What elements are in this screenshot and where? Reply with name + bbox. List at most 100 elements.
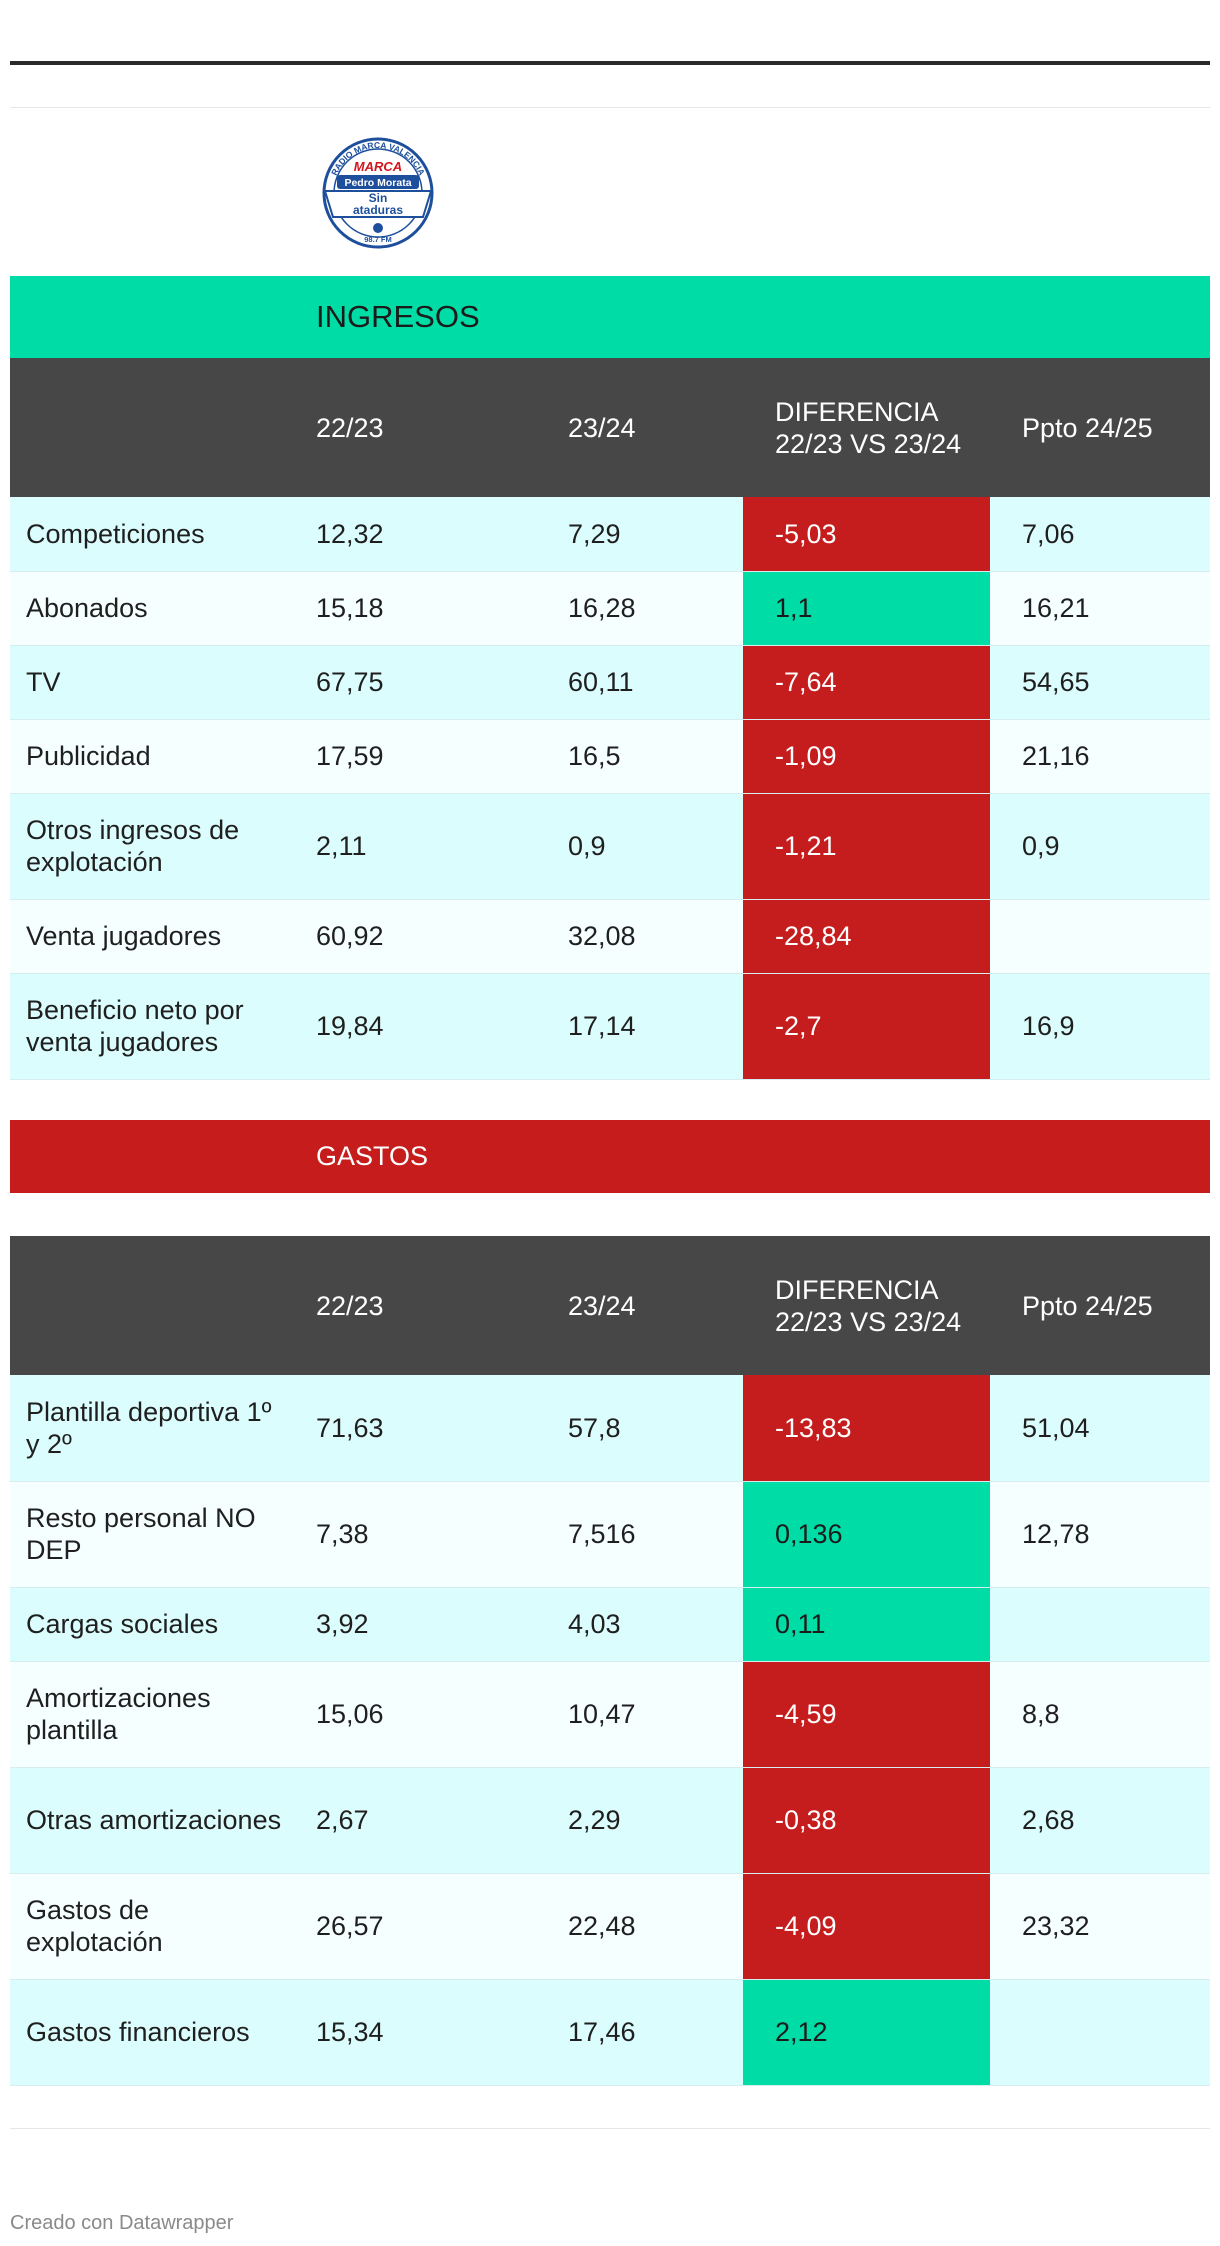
table-row: Gastos de explotación 26,57 22,48 -4,09 23,3… <box>10 1873 1210 1980</box>
gastos-title-band: GASTOS <box>10 1120 1210 1193</box>
row-label: Publicidad <box>10 719 300 794</box>
value-ppto: 16,21 <box>990 571 1210 646</box>
row-label: Otros ingresos de explotación <box>10 793 300 900</box>
datawrapper-credit: Creado con Datawrapper <box>10 2212 234 2234</box>
value-2223: 26,57 <box>300 1873 552 1980</box>
value-2324: 17,14 <box>552 973 743 1080</box>
table-row: Abonados 15,18 16,28 1,1 16,21 <box>10 571 1210 646</box>
value-2324: 7,29 <box>552 497 743 572</box>
value-ppto: 21,16 <box>990 719 1210 794</box>
value-2324: 2,29 <box>552 1767 743 1874</box>
value-diferencia: -5,03 <box>743 497 990 572</box>
value-2223: 67,75 <box>300 645 552 720</box>
header-2223: 22/23 <box>300 1236 552 1375</box>
value-2223: 3,92 <box>300 1587 552 1662</box>
value-2223: 7,38 <box>300 1481 552 1588</box>
value-ppto: 12,78 <box>990 1481 1210 1588</box>
value-ppto: 51,04 <box>990 1375 1210 1482</box>
value-2324: 10,47 <box>552 1661 743 1768</box>
value-2324: 0,9 <box>552 793 743 900</box>
value-2324: 57,8 <box>552 1375 743 1482</box>
value-2324: 60,11 <box>552 645 743 720</box>
row-label: Beneficio neto por venta jugadores <box>10 973 300 1080</box>
value-diferencia: -1,21 <box>743 793 990 900</box>
header-2223: 22/23 <box>300 358 552 497</box>
value-2324: 32,08 <box>552 899 743 974</box>
value-diferencia: 0,11 <box>743 1587 990 1662</box>
value-2324: 16,5 <box>552 719 743 794</box>
svg-text:Sin: Sin <box>369 191 388 205</box>
gastos-header-row: 22/23 23/24 DIFERENCIA 22/23 VS 23/24 Pp… <box>10 1236 1210 1375</box>
value-ppto <box>990 899 1210 974</box>
value-2223: 15,18 <box>300 571 552 646</box>
ingresos-title-band: INGRESOS <box>10 276 1210 358</box>
value-2324: 22,48 <box>552 1873 743 1980</box>
value-diferencia: -2,7 <box>743 973 990 1080</box>
radio-marca-logo: RADIO MARCA VALENCIA MARCA Pedro Morata … <box>322 137 434 249</box>
table-row: Publicidad 17,59 16,5 -1,09 21,16 <box>10 719 1210 794</box>
table-row: Beneficio neto por venta jugadores 19,84 1… <box>10 973 1210 1080</box>
table-row: TV 67,75 60,11 -7,64 54,65 <box>10 645 1210 720</box>
row-label: TV <box>10 645 300 720</box>
value-ppto: 16,9 <box>990 973 1210 1080</box>
value-ppto: 8,8 <box>990 1661 1210 1768</box>
svg-text:Pedro Morata: Pedro Morata <box>344 177 411 189</box>
table-row: Competiciones 12,32 7,29 -5,03 7,06 <box>10 497 1210 572</box>
value-2223: 12,32 <box>300 497 552 572</box>
row-label: Resto personal NO DEP <box>10 1481 300 1588</box>
value-ppto: 2,68 <box>990 1767 1210 1874</box>
table-row: Amortizaciones plantilla 15,06 10,47 -4,59 8… <box>10 1661 1210 1768</box>
row-label: Plantilla deportiva 1º y 2º <box>10 1375 300 1482</box>
ingresos-header-row: 22/23 23/24 DIFERENCIA 22/23 VS 23/24 Pp… <box>10 358 1210 497</box>
value-diferencia: -4,59 <box>743 1661 990 1768</box>
svg-text:MARCA: MARCA <box>354 159 402 174</box>
ingresos-table: 22/23 23/24 DIFERENCIA 22/23 VS 23/24 Pp… <box>10 358 1210 1080</box>
value-2324: 7,516 <box>552 1481 743 1588</box>
value-2223: 15,06 <box>300 1661 552 1768</box>
gastos-table: 22/23 23/24 DIFERENCIA 22/23 VS 23/24 Pp… <box>10 1236 1210 2086</box>
value-ppto: 54,65 <box>990 645 1210 720</box>
value-diferencia: -0,38 <box>743 1767 990 1874</box>
value-2223: 2,11 <box>300 793 552 900</box>
gastos-title: GASTOS <box>316 1141 429 1171</box>
table-row: Cargas sociales 3,92 4,03 0,11 <box>10 1587 1210 1662</box>
svg-text:98.7 FM: 98.7 FM <box>364 235 392 244</box>
header-label-col <box>10 358 300 497</box>
value-diferencia: -4,09 <box>743 1873 990 1980</box>
value-2223: 2,67 <box>300 1767 552 1874</box>
table-row: Otras amortizaciones 2,67 2,29 -0,38 2,68 <box>10 1767 1210 1874</box>
header-label-col <box>10 1236 300 1375</box>
value-diferencia: 2,12 <box>743 1979 990 2086</box>
value-ppto: 0,9 <box>990 793 1210 900</box>
header-diferencia: DIFERENCIA 22/23 VS 23/24 <box>743 1236 990 1375</box>
header-ppto: Ppto 24/25 <box>990 1236 1210 1375</box>
value-2324: 4,03 <box>552 1587 743 1662</box>
value-ppto <box>990 1979 1210 2086</box>
header-ppto: Ppto 24/25 <box>990 358 1210 497</box>
value-2223: 19,84 <box>300 973 552 1080</box>
value-diferencia: -13,83 <box>743 1375 990 1482</box>
value-ppto: 7,06 <box>990 497 1210 572</box>
value-ppto <box>990 1587 1210 1662</box>
row-label: Amortizaciones plantilla <box>10 1661 300 1768</box>
header-diferencia: DIFERENCIA 22/23 VS 23/24 <box>743 358 990 497</box>
value-diferencia: -1,09 <box>743 719 990 794</box>
value-ppto: 23,32 <box>990 1873 1210 1980</box>
table-row: Resto personal NO DEP 7,38 7,516 0,136 12,78 <box>10 1481 1210 1588</box>
row-label: Cargas sociales <box>10 1587 300 1662</box>
value-diferencia: -28,84 <box>743 899 990 974</box>
value-2324: 16,28 <box>552 571 743 646</box>
divider-bottom <box>10 2128 1210 2129</box>
row-label: Abonados <box>10 571 300 646</box>
value-diferencia: -7,64 <box>743 645 990 720</box>
table-row: Venta jugadores 60,92 32,08 -28,84 <box>10 899 1210 974</box>
value-2223: 17,59 <box>300 719 552 794</box>
value-diferencia: 0,136 <box>743 1481 990 1588</box>
table-row: Plantilla deportiva 1º y 2º 71,63 57,8 -13,… <box>10 1375 1210 1482</box>
row-label: Competiciones <box>10 497 300 572</box>
value-2223: 60,92 <box>300 899 552 974</box>
divider-top <box>10 107 1210 108</box>
value-2324: 17,46 <box>552 1979 743 2086</box>
header-2324: 23/24 <box>552 358 743 497</box>
row-label: Gastos financieros <box>10 1979 300 2086</box>
